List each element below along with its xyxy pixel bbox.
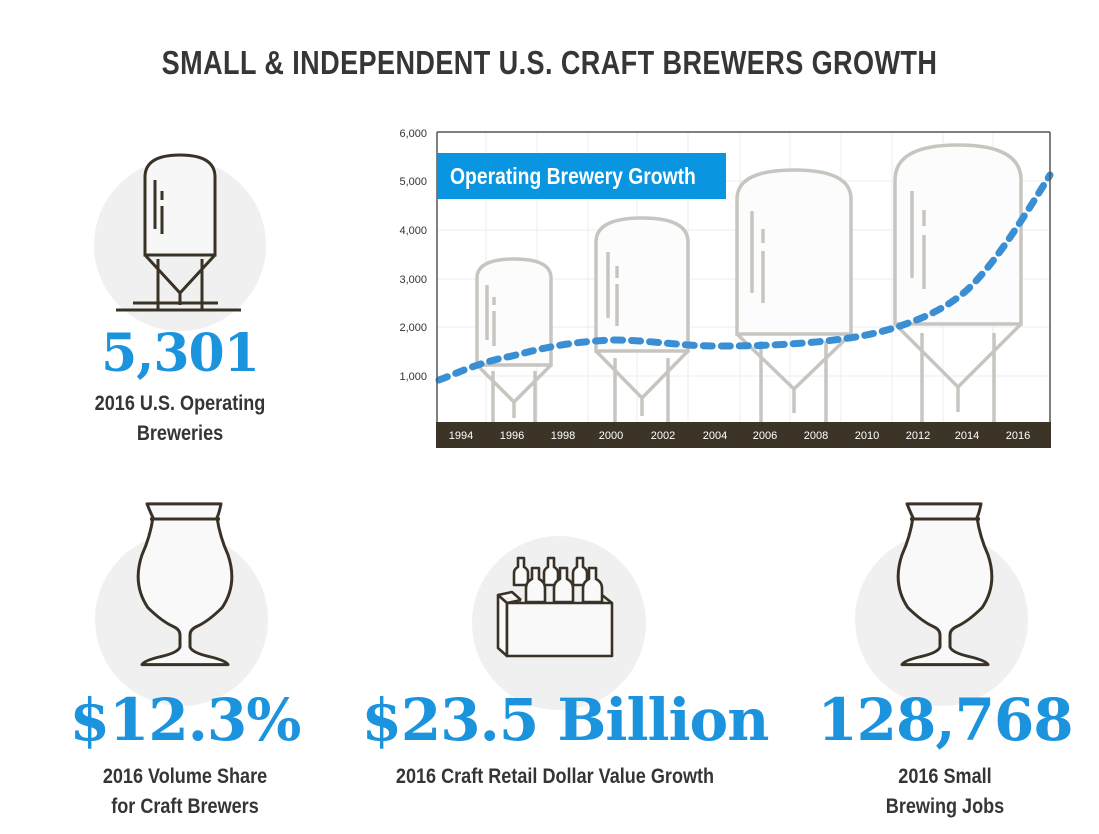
svg-text:2,000: 2,000: [399, 322, 427, 334]
stat-label-breweries-line2: Breweries: [136, 422, 224, 445]
svg-text:1994: 1994: [449, 430, 473, 442]
y-axis-labels: 1,000 2,000 3,000 4,000 5,000 6,000: [399, 128, 427, 383]
svg-text:1996: 1996: [500, 430, 524, 442]
svg-text:3,000: 3,000: [399, 274, 427, 286]
stat-value-breweries: 5,301: [101, 323, 260, 384]
x-axis-bar: [436, 422, 1051, 448]
svg-text:2010: 2010: [855, 430, 879, 442]
chart-title-label: Operating Brewery Growth: [437, 153, 726, 199]
stat-label-volume-share-line1: 2016 Volume Share: [102, 765, 268, 788]
chart-canvas: 1994 1996 1998 2000 2002 2004 2006 2008 …: [399, 128, 1054, 448]
decorative-tanks: [475, 143, 1023, 422]
chart-title-text: Operating Brewery Growth: [450, 163, 696, 189]
page-title: SMALL & INDEPENDENT U.S. CRAFT BREWERS G…: [161, 44, 938, 81]
svg-text:4,000: 4,000: [399, 225, 427, 237]
stat-label-retail-value: 2016 Craft Retail Dollar Value Growth: [395, 765, 715, 788]
svg-text:2012: 2012: [906, 430, 930, 442]
tulip-glass-icon: [896, 502, 994, 667]
svg-text:5,000: 5,000: [399, 176, 427, 188]
brewery-growth-chart: 1994 1996 1998 2000 2002 2004 2006 2008 …: [376, 120, 1066, 460]
stat-label-volume-share-line2: for Craft Brewers: [111, 795, 259, 818]
tulip-glass-icon: [136, 502, 234, 667]
svg-text:1998: 1998: [551, 430, 575, 442]
svg-text:6,000: 6,000: [399, 128, 427, 140]
svg-text:2016: 2016: [1006, 430, 1030, 442]
svg-text:1,000: 1,000: [399, 371, 427, 383]
stat-label-jobs-line2: Brewing Jobs: [885, 795, 1005, 818]
stat-value-retail-value: $23.5 Billion: [361, 686, 770, 754]
stat-value-jobs: 128,768: [817, 686, 1073, 754]
svg-text:2002: 2002: [651, 430, 675, 442]
svg-text:2014: 2014: [955, 430, 979, 442]
stat-label-jobs-line1: 2016 Small: [898, 765, 992, 788]
svg-text:2000: 2000: [599, 430, 623, 442]
six-pack-icon: [496, 556, 614, 658]
fermenter-tank-icon: [116, 153, 241, 312]
stat-label-breweries-line1: 2016 U.S. Operating: [94, 392, 266, 415]
growth-line: [435, 171, 1054, 384]
stat-value-volume-share: $12.3%: [69, 686, 302, 754]
x-axis-labels: 1994 1996 1998 2000 2002 2004 2006 2008 …: [449, 430, 1030, 442]
svg-text:2006: 2006: [753, 430, 777, 442]
svg-text:2004: 2004: [703, 430, 727, 442]
svg-text:2008: 2008: [804, 430, 828, 442]
